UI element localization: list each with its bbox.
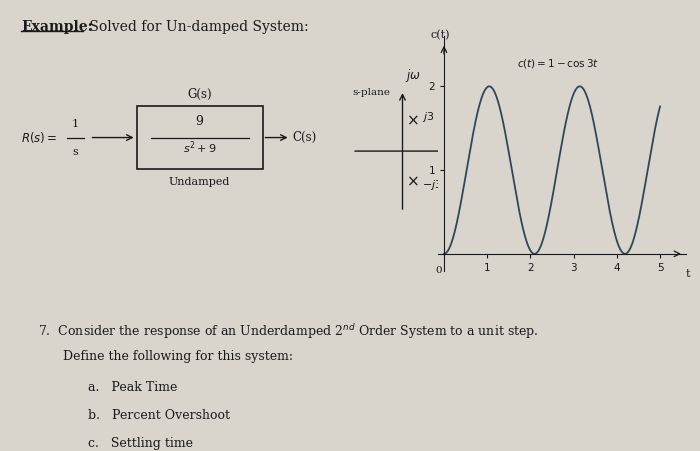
Text: 7.  Consider the response of an Underdamped 2$^{nd}$ Order System to a unit step: 7. Consider the response of an Underdamp…	[38, 322, 539, 341]
Text: s-plane: s-plane	[352, 88, 390, 97]
Text: $c(t) = 1 - \cos 3t$: $c(t) = 1 - \cos 3t$	[517, 56, 599, 69]
Text: Example:: Example:	[21, 20, 92, 34]
Text: 1: 1	[72, 119, 79, 129]
Text: t: t	[685, 269, 690, 279]
Text: s: s	[73, 147, 78, 156]
Text: a.   Peak Time: a. Peak Time	[88, 381, 177, 394]
Text: Define the following for this system:: Define the following for this system:	[63, 350, 293, 364]
Text: 9: 9	[195, 115, 204, 128]
Text: $-j3$: $-j3$	[422, 178, 442, 193]
Text: b.   Percent Overshoot: b. Percent Overshoot	[88, 409, 230, 422]
Text: $\times$: $\times$	[406, 113, 419, 128]
Text: c(t): c(t)	[430, 30, 450, 40]
Text: $s^2+9$: $s^2+9$	[183, 140, 216, 156]
Text: c.   Settling time: c. Settling time	[88, 437, 192, 450]
Text: Undamped: Undamped	[169, 177, 230, 187]
Text: $j3$: $j3$	[422, 110, 435, 124]
Text: C(s): C(s)	[293, 131, 317, 144]
Text: $\sigma$: $\sigma$	[456, 147, 466, 160]
Text: $R(s)=$: $R(s)=$	[21, 130, 57, 145]
Text: $j\omega$: $j\omega$	[405, 67, 421, 84]
Text: 0: 0	[435, 267, 442, 276]
Text: $\times$: $\times$	[406, 175, 419, 189]
Text: G(s): G(s)	[187, 87, 212, 101]
Bar	[136, 106, 262, 169]
Text: Solved for Un-damped System:: Solved for Un-damped System:	[85, 20, 309, 34]
